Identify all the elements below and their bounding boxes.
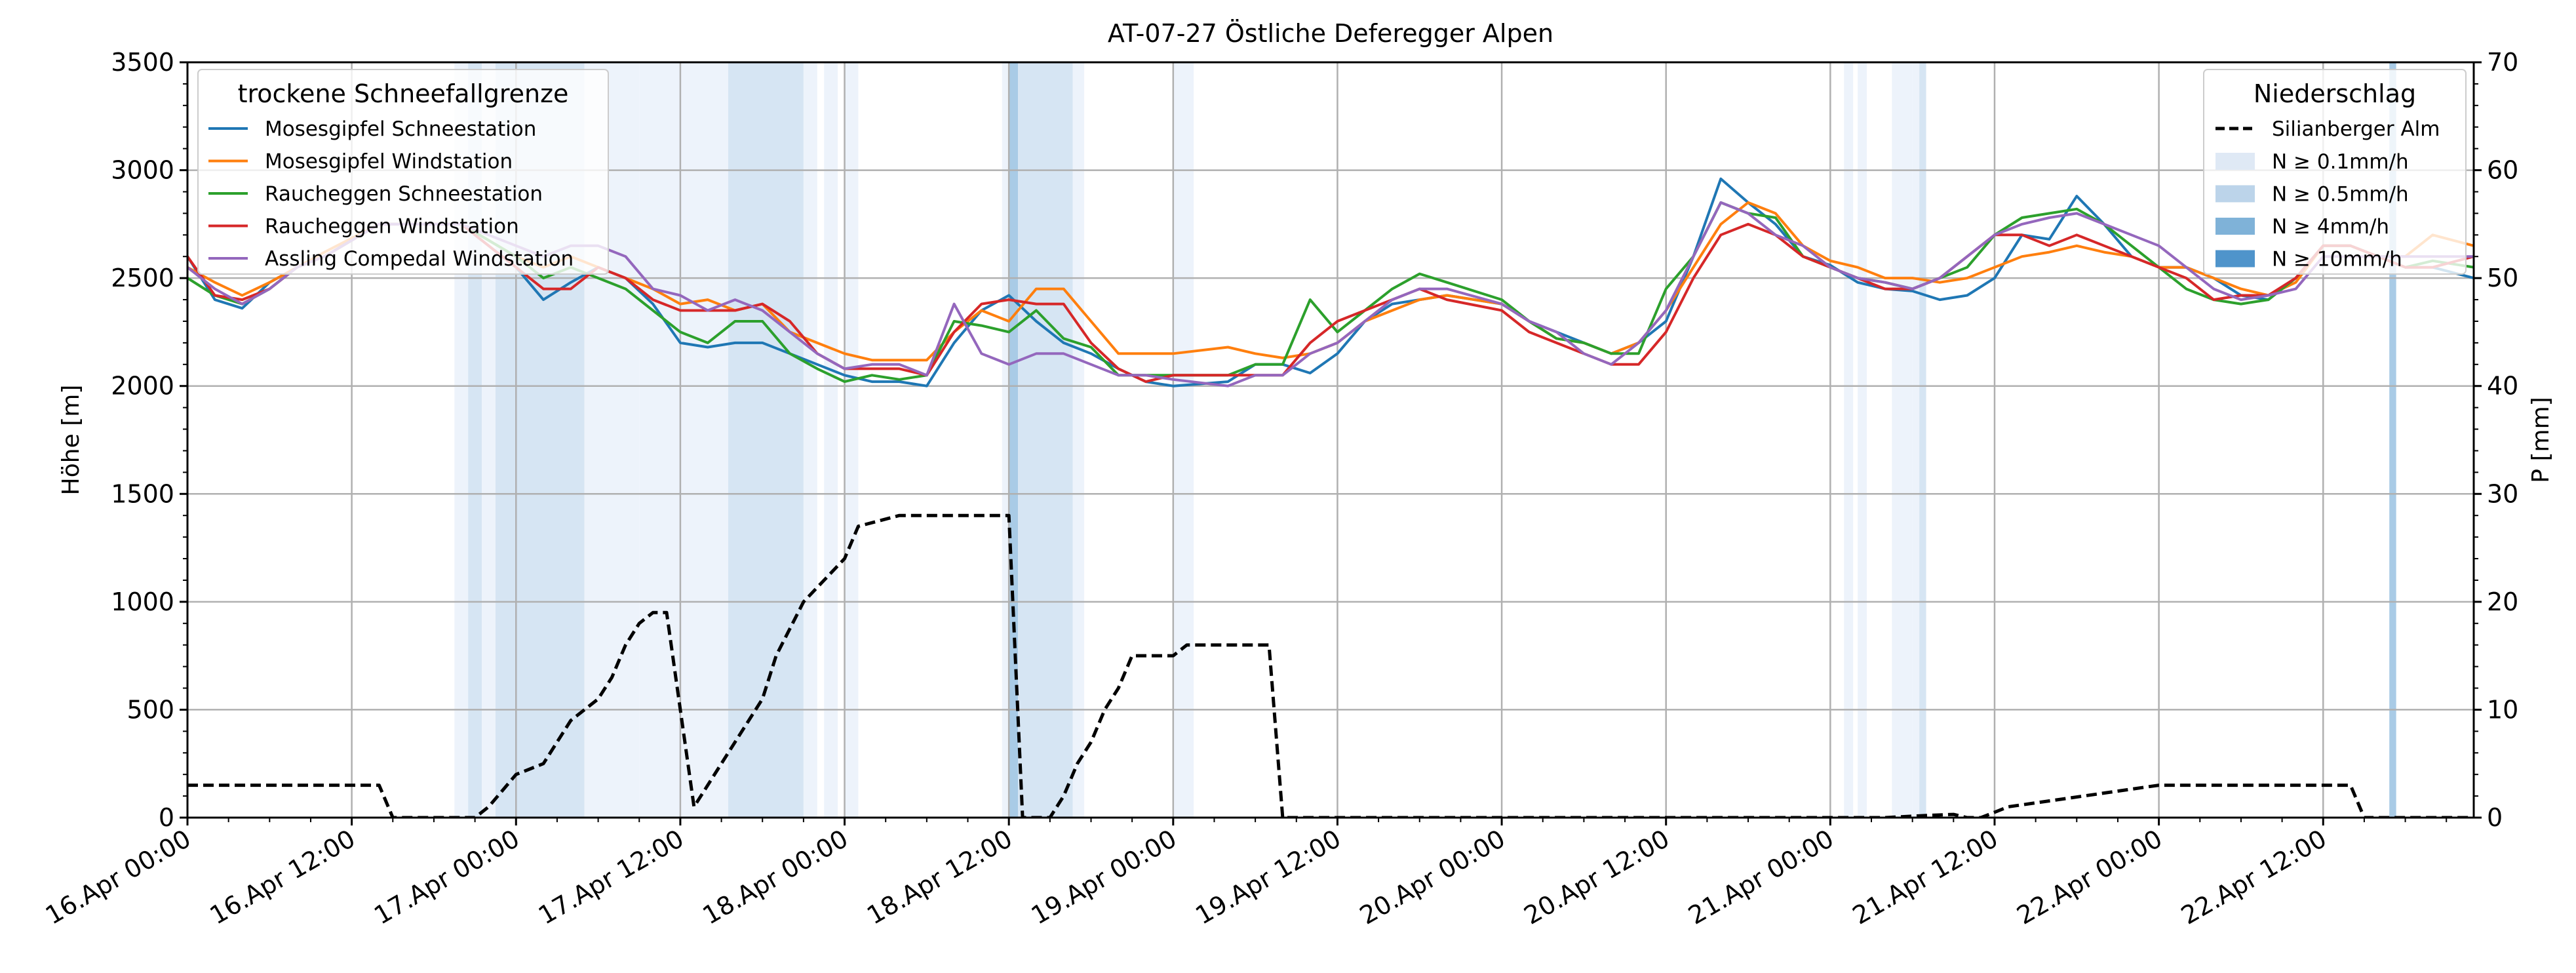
y-tick-label-left: 2000 (111, 372, 174, 401)
series-line-1 (187, 201, 2474, 362)
legend-left-title: trockene Schneefallgrenze (238, 79, 569, 108)
precip-band-12 (1018, 62, 1073, 818)
y-axis-label-left: Höhe [m] (58, 385, 85, 496)
legend-left-label-0: Mosesgipfel Schneestation (265, 117, 536, 141)
snowline-series (187, 177, 2474, 387)
x-tick-label: 20.Apr 12:00 (1519, 824, 1675, 930)
y-tick-label-right: 60 (2487, 156, 2518, 185)
series-line-0 (187, 177, 2474, 387)
legend-right-label-1: N ≥ 0.5mm/h (2272, 183, 2409, 207)
series-line-2 (187, 201, 2474, 384)
legend-left: trockene Schneefallgrenze Mosesgipfel Sc… (197, 69, 609, 275)
legend-left-items: Mosesgipfel Schneestation Mosesgipfel Win… (208, 117, 574, 271)
precipitation-series (187, 513, 2474, 818)
x-tick-label: 19.Apr 00:00 (1026, 824, 1182, 930)
x-tick-label: 17.Apr 00:00 (369, 824, 524, 930)
legend-right: Niederschlag Silianberger Alm N ≥ 0.1mm/… (2203, 69, 2467, 275)
precip-band-5 (639, 62, 729, 818)
y-tick-label-left: 1000 (111, 587, 174, 616)
precip-band-8 (824, 62, 838, 818)
legend-precip-line-label: Silianberger Alm (2272, 117, 2440, 141)
x-tick-label: 19.Apr 12:00 (1190, 824, 1346, 930)
y-tick-label-right: 0 (2487, 803, 2503, 832)
precip-band-9 (844, 62, 859, 818)
precip-band-10 (1002, 62, 1009, 818)
precip-band-14 (1173, 62, 1194, 818)
x-tick-label: 16.Apr 00:00 (41, 824, 196, 930)
series-line-3 (187, 222, 2474, 384)
precip-band-6 (728, 62, 804, 818)
precipitation-bands (454, 62, 2396, 818)
legend-left-label-1: Mosesgipfel Windstation (265, 150, 513, 174)
x-tick-label: 17.Apr 12:00 (534, 824, 689, 930)
y-tick-label-right: 20 (2487, 587, 2518, 616)
x-tick-label: 20.Apr 00:00 (1355, 824, 1510, 930)
plot-frame (186, 61, 2475, 819)
y-tick-label-left: 500 (127, 695, 174, 724)
y-tick-label-right: 70 (2487, 48, 2518, 77)
y-tick-label-right: 30 (2487, 479, 2518, 508)
y-tick-label-left: 3500 (111, 48, 174, 77)
precip-band-13 (1072, 62, 1085, 818)
legend-right-label-3: N ≥ 10mm/h (2272, 248, 2402, 271)
x-tick-label: 21.Apr 12:00 (1848, 824, 2003, 930)
y-tick-label-left: 2500 (111, 264, 174, 292)
legend-left-label-4: Assling Compedal Windstation (265, 247, 574, 271)
x-tick-label: 18.Apr 12:00 (862, 824, 1017, 930)
precip-band-20 (2389, 62, 2396, 818)
y-tick-label-left: 0 (159, 803, 174, 832)
y-tick-label-right: 50 (2487, 264, 2518, 292)
precip-band-18 (1912, 62, 1920, 818)
x-tick-label: 22.Apr 00:00 (2012, 824, 2168, 930)
y-tick-label-right: 10 (2487, 695, 2518, 724)
legend-right-swatch-1 (2215, 185, 2255, 203)
legend-left-label-3: Raucheggen Windstation (265, 215, 519, 239)
legend-left-label-2: Raucheggen Schneestation (265, 182, 543, 206)
y-tick-label-left: 1500 (111, 479, 174, 508)
x-tick-label: 16.Apr 12:00 (205, 824, 361, 930)
y-axis-label-right: P [mm] (2527, 397, 2554, 483)
precip-band-15 (1844, 62, 1854, 818)
x-tick-label: 21.Apr 00:00 (1683, 824, 1839, 930)
precip-band-16 (1858, 62, 1867, 818)
legend-right-items: N ≥ 0.1mm/h N ≥ 0.5mm/h N ≥ 4mm/h N ≥ 10mm/… (2215, 150, 2409, 271)
legend-left-frame (197, 69, 609, 275)
legend-right-frame (2203, 69, 2467, 275)
y-tick-label-right: 40 (2487, 372, 2518, 401)
legend-right-swatch-0 (2215, 153, 2255, 170)
y-tick-label-left: 3000 (111, 156, 174, 185)
precip-band-11 (1009, 62, 1019, 818)
precip-band-17 (1892, 62, 1913, 818)
x-tick-label: 22.Apr 12:00 (2176, 824, 2332, 930)
precip-line (187, 513, 2474, 818)
series-line-4 (187, 201, 2474, 387)
legend-right-swatch-3 (2215, 250, 2255, 268)
legend-right-title: Niederschlag (2254, 79, 2416, 108)
precip-band-19 (1919, 62, 1926, 818)
x-tick-label: 18.Apr 00:00 (697, 824, 853, 930)
legend-right-label-0: N ≥ 0.1mm/h (2272, 150, 2409, 174)
legend-right-swatch-2 (2215, 218, 2255, 235)
precip-band-7 (803, 62, 817, 818)
legend-right-label-2: N ≥ 4mm/h (2272, 215, 2389, 239)
chart-title: AT-07-27 Östliche Deferegger Alpen (1108, 19, 1553, 48)
